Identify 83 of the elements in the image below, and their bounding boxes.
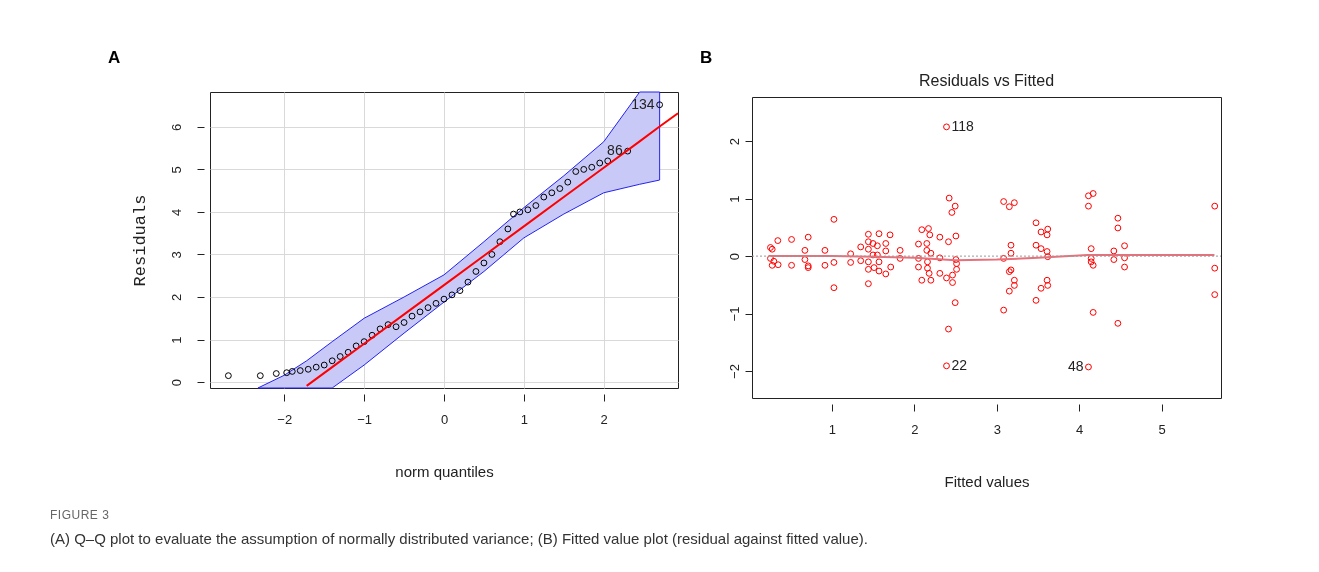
point (440, 295, 448, 303)
y-tick-label: 5 (168, 166, 184, 174)
y-tick-label: 0 (726, 253, 742, 261)
x-tick-label: 0 (440, 411, 449, 427)
annotation: 86 (607, 142, 623, 159)
point (400, 319, 408, 326)
point (604, 157, 612, 165)
x-tick-label: −2 (277, 411, 293, 427)
annotation: 22 (951, 356, 968, 373)
point (336, 353, 344, 360)
point (368, 331, 376, 339)
y-tick-label: −2 (726, 364, 742, 379)
point (496, 238, 504, 246)
point (416, 308, 424, 316)
point (320, 361, 328, 369)
line-series (305, 112, 679, 387)
chart-title: Residuals vs Fitted (918, 72, 1055, 89)
point (408, 312, 416, 320)
point (432, 299, 440, 307)
annotation: 118 (951, 117, 975, 134)
point (572, 168, 580, 175)
x-tick-label: 1 (828, 421, 837, 437)
point (548, 189, 556, 197)
x-tick-label: 5 (1158, 421, 1166, 437)
point (472, 268, 480, 275)
y-tick-label: 0 (168, 378, 184, 387)
point (424, 304, 432, 312)
point (540, 193, 548, 201)
point (224, 372, 232, 380)
point (312, 363, 320, 371)
annotation: 134 (631, 95, 655, 112)
x-tick-label: 2 (600, 411, 608, 427)
point (352, 342, 360, 350)
point (376, 325, 384, 333)
point (283, 369, 291, 377)
point (596, 159, 604, 167)
text: A (108, 48, 121, 68)
point (524, 206, 532, 214)
point (448, 291, 456, 299)
y-axis-title: Residuals (130, 194, 150, 287)
y-tick-label: −1 (726, 306, 742, 322)
point (360, 338, 368, 346)
point (480, 259, 488, 267)
point (504, 225, 512, 233)
point (384, 321, 392, 329)
x-tick-label: −1 (357, 411, 373, 427)
point (296, 367, 304, 374)
y-tick-label: 3 (168, 251, 184, 259)
text: (A) Q–Q plot to evaluate the assumption of normally distributed variance; (B) Fitted value plot (residual against fitted value). (50, 530, 869, 547)
x-axis-title: norm quantiles (395, 462, 494, 480)
point (556, 185, 564, 192)
point (256, 372, 264, 380)
point (464, 278, 472, 286)
point (656, 101, 664, 109)
x-tick-label: 3 (993, 421, 1001, 437)
point (624, 147, 632, 155)
annotation: 48 (1067, 357, 1084, 374)
y-tick-label: 2 (168, 293, 184, 302)
x-tick-label: 4 (1076, 421, 1084, 437)
point (510, 210, 517, 218)
point (564, 178, 572, 186)
point (288, 368, 296, 375)
text: B (700, 48, 713, 68)
y-tick-label: 1 (168, 336, 184, 344)
caption: FIGURE 3 (50, 508, 111, 522)
point (328, 357, 336, 365)
point (344, 348, 352, 356)
y-tick-label: 2 (726, 138, 742, 146)
point (304, 365, 312, 373)
point (488, 251, 496, 258)
y-tick-label: 1 (726, 195, 742, 203)
x-tick-label: 1 (520, 411, 528, 427)
x-tick-label: 2 (911, 421, 919, 437)
point (532, 202, 540, 209)
point (392, 323, 400, 331)
point (580, 165, 588, 173)
y-tick-label: 4 (168, 208, 184, 217)
point (588, 163, 596, 171)
point (272, 370, 280, 377)
y-tick-label: 6 (168, 123, 184, 131)
point (456, 287, 464, 295)
x-axis-title: Fitted values (944, 472, 1030, 490)
point (516, 208, 524, 216)
